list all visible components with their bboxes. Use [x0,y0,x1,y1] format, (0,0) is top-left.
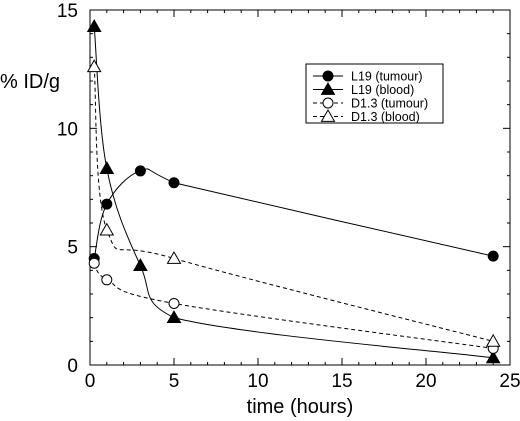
data-point-l19-tumour [168,177,180,189]
y-tick-label: 15 [57,1,78,22]
x-tick-label: 5 [169,371,180,392]
data-point-l19-tumour [134,165,146,177]
plot-frame [89,9,511,366]
data-point-l19-blood [99,161,115,174]
data-point-l19-blood [133,258,148,271]
series-line-d1-3-tumour [93,262,494,349]
legend-label-l19-tumour: L19 (tumour) [351,70,423,84]
legend-label-l19-blood: L19 (blood) [351,83,414,97]
legend-marker-l19-blood [320,81,336,95]
legend-label-d1-3-blood: D1.3 (blood) [351,110,420,124]
x-tick-label: 10 [247,371,268,392]
legend: L19 (tumour)L19 (blood)D1.3 (tumour)D1.3… [305,63,444,124]
x-tick-label: 20 [415,371,436,392]
data-point-l19-blood [485,350,501,364]
legend-label-d1-3-tumour: D1.3 (tumour) [351,97,428,111]
series-line-l19-tumour [93,168,494,259]
x-tick-label: 25 [499,371,520,392]
y-tick-label: 0 [67,356,78,377]
data-point-l19-tumour [101,198,113,210]
series-markers [86,19,501,364]
data-point-d1-3-tumour [168,297,180,309]
y-tick-label: 10 [57,119,78,140]
series-line-d1-3-blood [93,66,494,342]
data-point-l19-blood [166,310,182,324]
x-axis-label: time (hours) [247,396,354,418]
data-point-l19-tumour [487,250,499,262]
x-tick-label: 15 [331,371,352,392]
data-point-d1-3-blood [99,222,115,236]
legend-marker-d1-3-tumour [322,97,334,109]
data-point-d1-3-blood [485,333,501,347]
data-point-l19-blood [86,19,102,32]
legend-marker-l19-tumour [322,70,334,82]
y-tick-label: 5 [67,238,78,259]
data-point-d1-3-tumour [101,274,113,286]
legend-marker-d1-3-blood [320,108,336,122]
data-point-d1-3-blood [166,250,182,264]
data-point-d1-3-blood [86,59,102,73]
axis-ticks: 0 5 10 15 20 25 0 5 10 15 [57,1,520,392]
y-axis-label: % ID/g [0,71,60,93]
x-tick-label: 0 [85,371,96,392]
series-line-l19-blood [93,26,494,359]
data-point-d1-3-tumour [88,257,100,269]
